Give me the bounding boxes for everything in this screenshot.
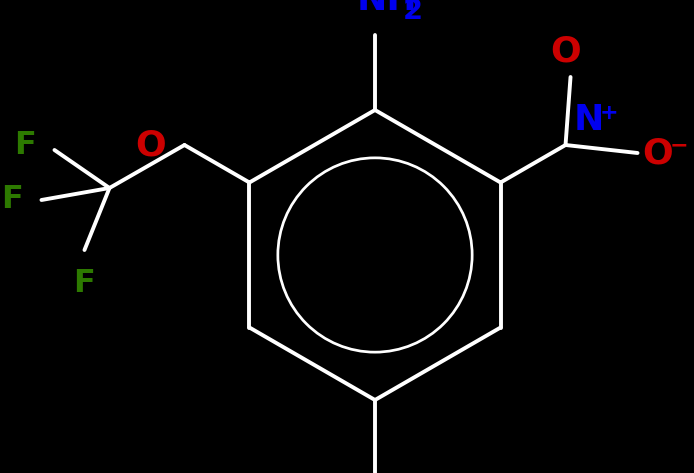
Text: F: F — [1, 184, 24, 216]
Text: N: N — [573, 103, 604, 137]
Text: 2: 2 — [403, 0, 423, 25]
Text: +: + — [600, 103, 618, 123]
Text: −: − — [670, 135, 688, 155]
Text: O: O — [550, 35, 581, 69]
Text: NH: NH — [357, 0, 418, 17]
Text: F: F — [74, 268, 95, 299]
Text: O: O — [136, 128, 167, 162]
Text: O: O — [643, 136, 673, 170]
Text: F: F — [15, 130, 37, 160]
